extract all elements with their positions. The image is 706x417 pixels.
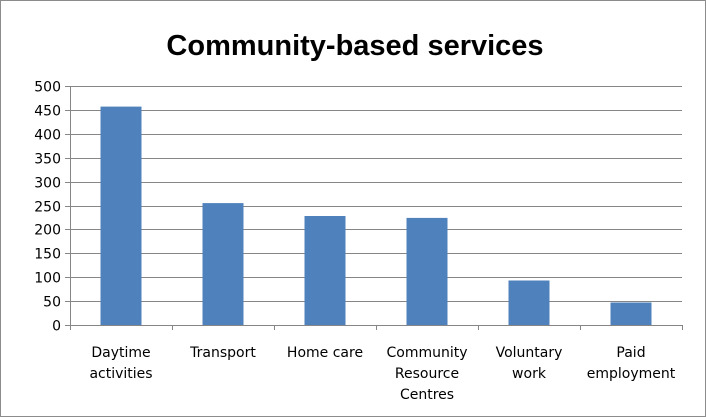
x-category-label: Centres <box>400 387 454 403</box>
bar <box>202 203 244 325</box>
x-category-label: Community <box>386 345 467 361</box>
y-tick-label: 300 <box>34 176 61 192</box>
x-category-label: employment <box>587 366 676 382</box>
y-tick-label: 500 <box>34 80 61 96</box>
x-axis <box>70 86 683 330</box>
y-tick-label: 400 <box>34 128 61 144</box>
bar <box>304 216 346 325</box>
y-tick-label: 350 <box>34 152 61 168</box>
x-category-label: Resource <box>395 366 459 382</box>
bars <box>100 106 652 325</box>
x-category-label: Paid <box>616 345 645 361</box>
y-tick-label: 200 <box>34 223 61 239</box>
chart-title: Community-based services <box>166 30 543 62</box>
x-category-label: work <box>512 366 547 382</box>
y-tick-label: 50 <box>43 295 61 311</box>
y-tick-label: 450 <box>34 104 61 120</box>
x-category-label: Voluntary <box>496 345 563 361</box>
y-tick-label: 150 <box>34 247 61 263</box>
bar <box>508 280 550 325</box>
x-category-label: Home care <box>287 345 363 361</box>
y-tick-label: 250 <box>34 200 61 216</box>
x-category-label: Daytime <box>91 345 150 361</box>
y-tick-label: 100 <box>34 271 61 287</box>
bar <box>610 302 652 325</box>
x-category-label: activities <box>89 366 152 382</box>
bar <box>100 106 142 325</box>
y-axis-ticks: 0 50 100 150 200 250 300 350 400 450 500 <box>34 80 70 335</box>
bar <box>406 217 448 325</box>
x-axis-labels: Daytime activities Transport Home care Commu… <box>89 345 675 403</box>
x-category-label: Transport <box>189 345 256 361</box>
gridlines <box>70 86 682 302</box>
y-tick-label: 0 <box>52 319 61 335</box>
